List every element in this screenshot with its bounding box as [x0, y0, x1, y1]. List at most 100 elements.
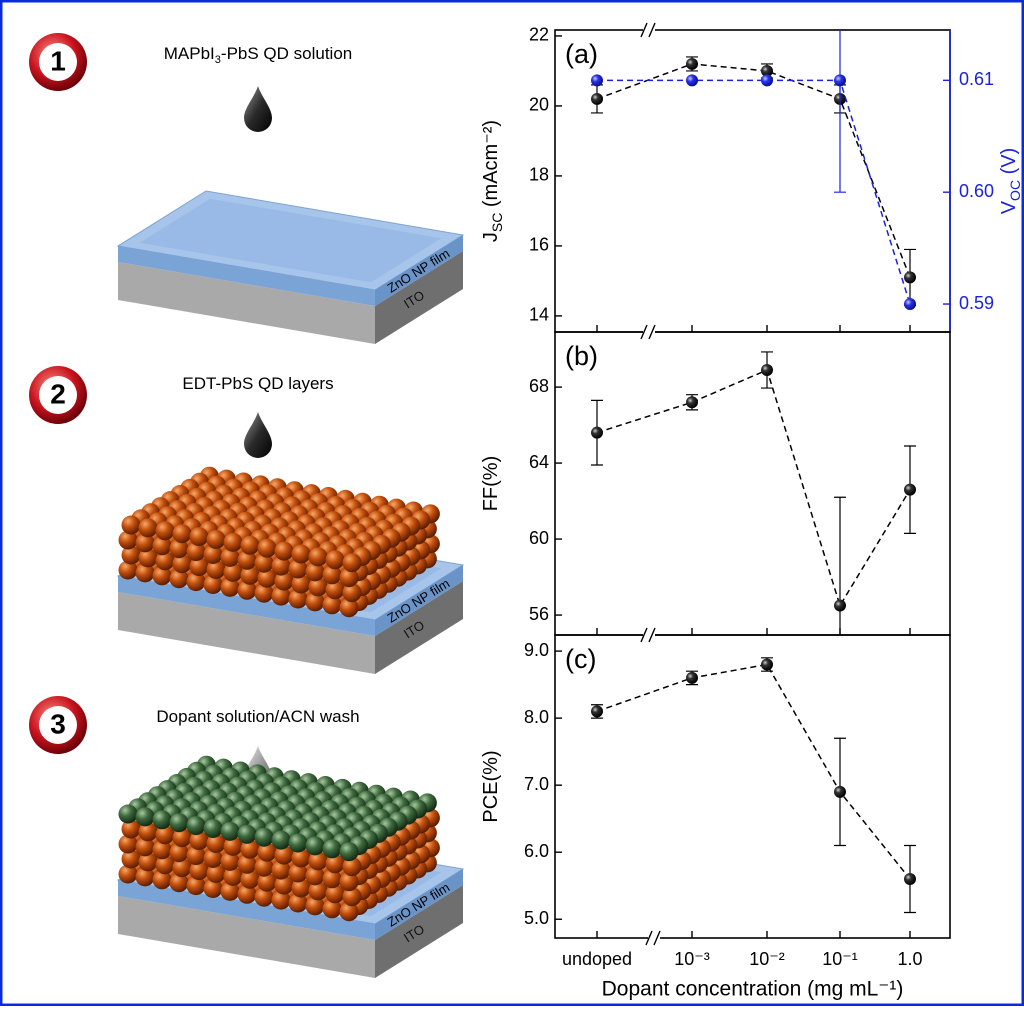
green-qd: [136, 807, 155, 826]
data-point: [591, 427, 603, 439]
data-point: [904, 298, 916, 310]
x-tick-label: 10⁻³: [674, 949, 710, 969]
axis-label-part: SC: [489, 213, 505, 232]
pbs-qd: [190, 527, 209, 546]
green-qd: [340, 842, 359, 861]
y-tick-label: 68: [529, 376, 549, 396]
pbs-qd: [343, 553, 362, 572]
axis-label-part: (mAcm⁻²): [480, 120, 502, 213]
green-qd: [119, 805, 138, 824]
axis-label-part: OC: [1007, 180, 1023, 201]
data-point: [904, 484, 916, 496]
step-label-part: EDT-PbS QD layers: [182, 374, 333, 393]
axis-label-part: FF(%): [480, 456, 502, 512]
green-qd: [170, 813, 189, 832]
y-tick-label: 20: [529, 95, 549, 115]
step-label: Dopant solution/ACN wash: [156, 707, 359, 726]
y-tick-label: 56: [529, 604, 549, 624]
data-point: [686, 58, 698, 70]
data-point: [761, 658, 773, 670]
green-qd: [255, 828, 274, 847]
y-tick-label: 8.0: [524, 707, 549, 727]
y-tick-label: 22: [529, 25, 549, 45]
plot-frame: [555, 332, 950, 635]
step-number: 3: [50, 708, 66, 739]
step-label: MAPbI3-PbS QD solution: [164, 44, 353, 65]
step-number: 1: [50, 45, 66, 76]
series: [591, 0, 916, 310]
green-qd: [323, 839, 342, 858]
x-tick-label: undoped: [562, 949, 632, 969]
pbs-qd: [156, 521, 175, 540]
data-point: [834, 74, 846, 86]
green-qd: [306, 836, 325, 855]
step-label-part: MAPbI: [164, 44, 215, 63]
y-axis-label: PCE(%): [480, 750, 502, 822]
series-line: [597, 370, 910, 606]
y-tick-label: 9.0: [524, 640, 549, 660]
data-point: [761, 74, 773, 86]
green-qd: [289, 834, 308, 853]
y-tick-label: 5.0: [524, 908, 549, 928]
y-tick-label: 60: [529, 528, 549, 548]
plot-frame: [555, 635, 950, 938]
step-number: 2: [50, 378, 66, 409]
data-point: [904, 271, 916, 283]
green-qd: [187, 816, 206, 835]
y-tick-label: 7.0: [524, 774, 549, 794]
step-label-part: -PbS QD solution: [221, 44, 352, 63]
pbs-qd: [224, 533, 243, 552]
figure: 1MAPbI3-PbS QD solutionZnO NP filmITO2ED…: [0, 0, 1024, 1006]
step-label-part: Dopant solution/ACN wash: [156, 707, 359, 726]
pbs-qd: [207, 530, 226, 549]
series: [591, 57, 916, 305]
x-tick-label: 10⁻²: [749, 949, 785, 969]
y-tick-label: 14: [529, 305, 549, 325]
pbs-qd: [309, 547, 328, 566]
green-qd: [238, 825, 257, 844]
series-line: [597, 80, 910, 304]
y2-axis-label: VOC (V): [998, 148, 1022, 215]
panel-label: (b): [565, 341, 598, 371]
y2-tick-label: 0.60: [959, 181, 994, 201]
y-tick-label: 16: [529, 235, 549, 255]
data-point: [686, 74, 698, 86]
data-point: [834, 786, 846, 798]
data-point: [686, 672, 698, 684]
x-axis-label: Dopant concentration (mg mL⁻¹): [602, 978, 904, 1001]
pbs-qd: [326, 550, 345, 569]
x-tick-label: 1.0: [897, 949, 922, 969]
y-axis-label: FF(%): [480, 456, 502, 512]
data-point: [591, 93, 603, 105]
data-point: [591, 705, 603, 717]
data-point: [834, 600, 846, 612]
droplet: [244, 412, 272, 458]
step-label: EDT-PbS QD layers: [182, 374, 333, 393]
y-tick-label: 6.0: [524, 841, 549, 861]
green-qd: [153, 810, 172, 829]
pbs-qd: [173, 524, 192, 543]
axis-label-part: V: [998, 200, 1020, 214]
plot-frame: [555, 30, 950, 332]
green-qd: [221, 822, 240, 841]
pbs-qd: [122, 516, 141, 535]
green-qd: [204, 819, 223, 838]
y2-tick-label: 0.61: [959, 69, 994, 89]
axis-label-part: PCE(%): [480, 750, 502, 822]
green-qd: [272, 831, 291, 850]
series: [591, 352, 916, 714]
panel-label: (a): [565, 39, 598, 69]
pbs-qd: [275, 542, 294, 561]
data-point: [761, 364, 773, 376]
y-tick-label: 64: [529, 452, 549, 472]
x-tick-label: 10⁻¹: [822, 949, 858, 969]
data-point: [591, 74, 603, 86]
axis-label-part: (V): [998, 148, 1020, 180]
data-point: [904, 873, 916, 885]
y-axis-label: JSC (mAcm⁻²): [480, 120, 504, 242]
pbs-qd: [241, 536, 260, 555]
data-point: [686, 396, 698, 408]
axis-label-part: J: [480, 232, 502, 242]
droplet: [244, 86, 272, 132]
pbs-qd: [139, 518, 158, 537]
